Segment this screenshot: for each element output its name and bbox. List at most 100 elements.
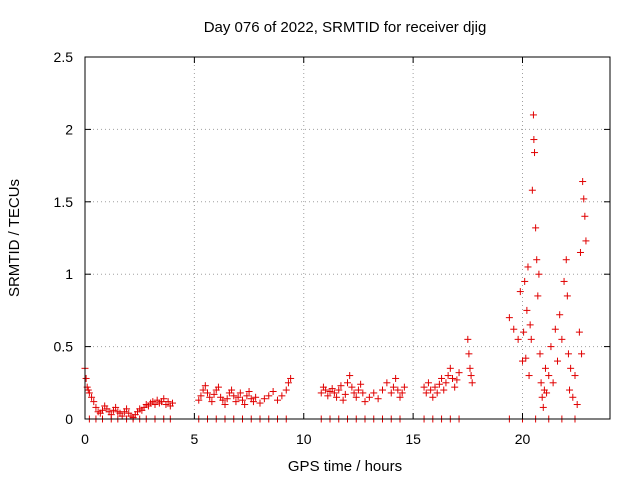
grid-lines bbox=[85, 57, 610, 419]
data-point bbox=[90, 398, 98, 406]
data-point bbox=[284, 379, 292, 387]
data-point bbox=[84, 386, 92, 394]
data-point bbox=[389, 383, 397, 391]
data-point bbox=[562, 256, 570, 264]
data-point bbox=[431, 383, 439, 391]
data-point bbox=[465, 350, 473, 358]
data-point bbox=[160, 395, 168, 403]
data-point bbox=[453, 376, 461, 384]
data-point bbox=[551, 325, 559, 333]
data-point bbox=[433, 389, 441, 397]
y-axis-label: SRMTID / TECUs bbox=[6, 179, 23, 297]
data-point bbox=[521, 277, 529, 285]
data-point bbox=[118, 412, 126, 420]
data-point bbox=[563, 292, 571, 300]
data-point bbox=[531, 149, 539, 157]
data-point bbox=[151, 401, 159, 409]
data-point bbox=[221, 401, 229, 409]
data-point bbox=[82, 374, 90, 382]
y-tick-label: 0 bbox=[65, 411, 73, 427]
data-point bbox=[449, 374, 456, 382]
data-point bbox=[370, 389, 378, 397]
data-point bbox=[510, 325, 518, 333]
data-point bbox=[424, 379, 432, 387]
data-point bbox=[223, 395, 231, 403]
data-point bbox=[527, 335, 535, 343]
data-point bbox=[564, 350, 572, 358]
data-point bbox=[383, 379, 391, 387]
y-tick-label: 1 bbox=[65, 266, 73, 282]
data-point bbox=[538, 393, 546, 401]
data-point bbox=[579, 178, 587, 186]
data-point bbox=[392, 374, 400, 382]
data-point bbox=[324, 392, 332, 400]
data-point bbox=[534, 292, 542, 300]
data-point bbox=[206, 393, 214, 401]
data-point bbox=[219, 396, 227, 404]
data-point bbox=[350, 389, 358, 397]
data-point bbox=[505, 314, 513, 322]
data-point bbox=[535, 270, 543, 278]
data-point bbox=[451, 383, 459, 391]
data-point bbox=[112, 403, 120, 411]
x-axis-ticks: 0 5 10 15 20 bbox=[81, 57, 530, 447]
data-point bbox=[197, 392, 205, 400]
data-point bbox=[582, 237, 590, 245]
data-point bbox=[339, 396, 347, 404]
data-point bbox=[245, 387, 253, 395]
data-point bbox=[333, 393, 341, 401]
data-point bbox=[252, 393, 260, 401]
data-point bbox=[357, 380, 365, 388]
data-point bbox=[341, 390, 349, 398]
data-point bbox=[274, 396, 281, 404]
x-tick-label: 10 bbox=[296, 431, 312, 447]
data-point bbox=[556, 311, 564, 319]
data-point bbox=[522, 354, 530, 362]
data-point bbox=[92, 403, 100, 411]
data-point bbox=[394, 386, 402, 394]
data-point bbox=[420, 383, 428, 391]
data-point bbox=[549, 379, 557, 387]
data-point bbox=[536, 350, 544, 358]
data-point bbox=[566, 386, 574, 394]
x-tick-label: 15 bbox=[405, 431, 421, 447]
data-point bbox=[232, 398, 240, 406]
data-point bbox=[123, 405, 131, 413]
data-point bbox=[529, 111, 537, 119]
data-point bbox=[545, 372, 553, 380]
data-point bbox=[359, 389, 367, 397]
data-point bbox=[526, 321, 534, 329]
data-point bbox=[573, 401, 581, 409]
data-point bbox=[514, 335, 522, 343]
data-point bbox=[256, 399, 264, 407]
y-tick-label: 0.5 bbox=[54, 339, 74, 355]
data-point bbox=[241, 401, 249, 409]
data-point bbox=[571, 372, 579, 380]
data-point bbox=[88, 393, 96, 401]
data-point bbox=[352, 393, 360, 401]
data-point bbox=[230, 392, 238, 400]
data-point bbox=[524, 263, 532, 271]
data-point bbox=[282, 386, 290, 394]
data-points bbox=[81, 111, 590, 423]
data-point bbox=[249, 398, 257, 406]
data-point bbox=[265, 392, 273, 400]
data-point bbox=[444, 372, 452, 380]
data-point bbox=[435, 380, 443, 388]
data-point bbox=[543, 389, 551, 397]
data-point bbox=[201, 382, 209, 390]
x-tick-label: 20 bbox=[515, 431, 531, 447]
data-point bbox=[354, 386, 362, 394]
data-point bbox=[199, 386, 207, 394]
data-point bbox=[530, 136, 538, 144]
data-point bbox=[346, 372, 354, 380]
data-point bbox=[239, 396, 246, 404]
data-point bbox=[208, 398, 216, 406]
y-axis-ticks: 0 0.5 1 1.5 2 2.5 bbox=[54, 49, 610, 427]
data-point bbox=[396, 393, 404, 401]
data-point bbox=[467, 372, 475, 380]
y-tick-label: 1.5 bbox=[54, 194, 74, 210]
data-point bbox=[429, 393, 437, 401]
data-point bbox=[335, 386, 343, 394]
